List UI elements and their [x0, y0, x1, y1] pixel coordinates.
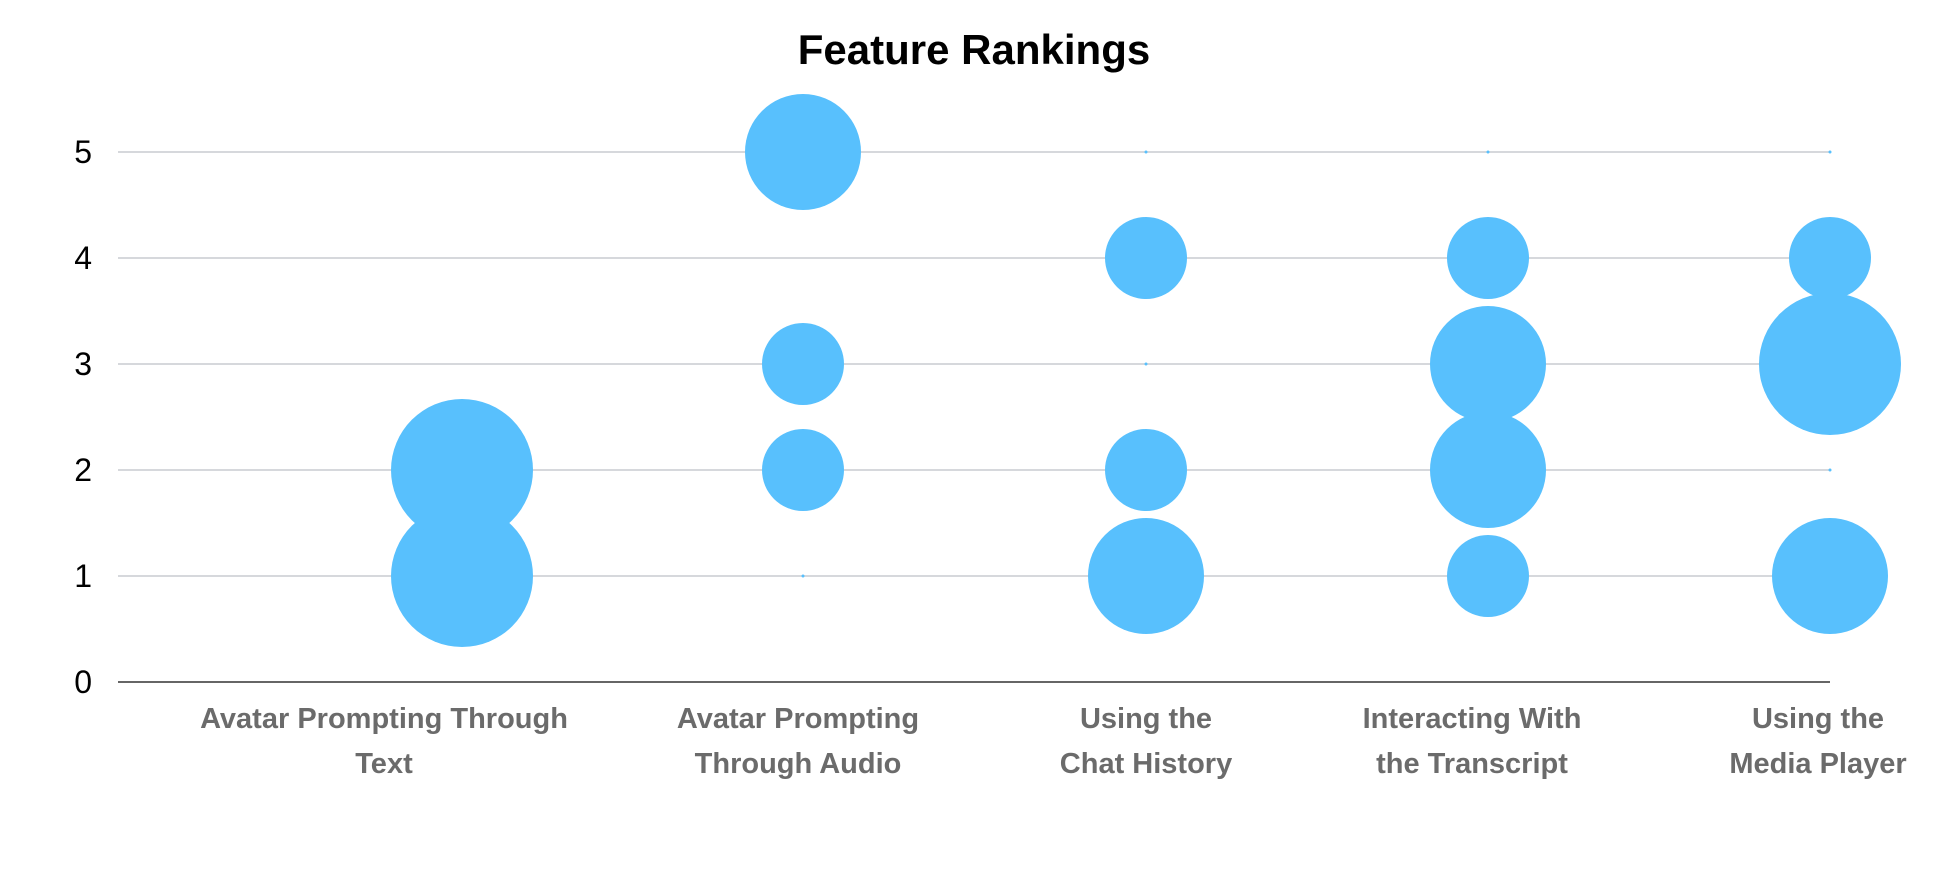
bubble [1088, 518, 1204, 634]
y-tick-label: 3 [74, 346, 92, 382]
y-tick-label: 2 [74, 452, 92, 488]
bubble [1144, 150, 1148, 154]
bubble [1828, 150, 1832, 154]
x-tick-label: Using the [1752, 703, 1884, 735]
bubble [1759, 293, 1901, 435]
bubble [1789, 217, 1871, 299]
bubble [745, 94, 861, 210]
x-axis-ticks: Avatar Prompting Through Text Avatar Promp… [200, 703, 1907, 780]
x-tick-label: Avatar Prompting [677, 703, 919, 735]
x-tick-label: Text [355, 748, 413, 780]
bubble [391, 505, 533, 647]
x-tick-label: Interacting With [1363, 703, 1582, 735]
bubble [1828, 468, 1832, 472]
bubble [1105, 429, 1187, 511]
bubble [391, 399, 533, 541]
gridlines [118, 151, 1830, 577]
bubbles [391, 94, 1901, 647]
y-tick-label: 5 [74, 134, 92, 170]
bubble [1105, 217, 1187, 299]
x-tick-label: Media Player [1729, 748, 1906, 780]
bubble [762, 429, 844, 511]
bubble [1772, 518, 1888, 634]
x-tick-label: Avatar Prompting Through [200, 703, 568, 735]
chart-title: Feature Rankings [798, 26, 1150, 73]
x-tick-label: Through Audio [695, 748, 902, 780]
y-tick-label: 1 [74, 558, 92, 594]
bubble [1447, 217, 1529, 299]
y-axis-ticks: 0 1 2 3 4 5 [74, 134, 92, 700]
bubble [1430, 412, 1546, 528]
bubble [1430, 306, 1546, 422]
bubble [1144, 362, 1148, 366]
x-tick-label: Chat History [1060, 748, 1232, 780]
bubble [1486, 150, 1490, 154]
bubble [801, 574, 805, 578]
bubble [762, 323, 844, 405]
x-tick-label: Using the [1080, 703, 1212, 735]
bubble [1447, 535, 1529, 617]
y-tick-label: 0 [74, 664, 92, 700]
x-tick-label: the Transcript [1376, 748, 1568, 780]
y-tick-label: 4 [74, 240, 92, 276]
